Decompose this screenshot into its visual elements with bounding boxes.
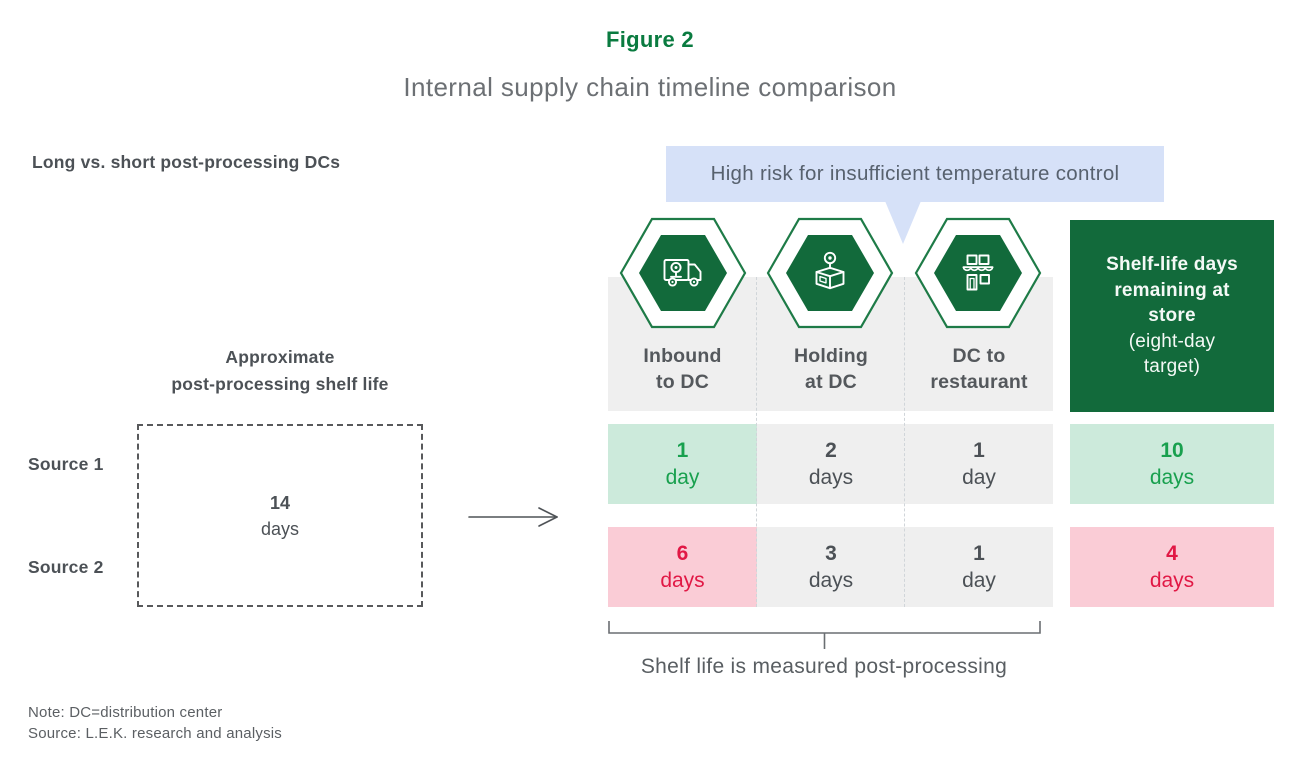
cell-source2-shelf: 4 days (1070, 527, 1274, 607)
shelf-life-dashed-box: 14 days (137, 424, 423, 607)
risk-callout-text: High risk for insufficient temperature c… (710, 162, 1120, 185)
cell-unit: days (808, 466, 854, 489)
approx-shelf-life-label: Approximate post-processing shelf life (117, 344, 443, 397)
bracket-caption: Shelf life is measured post-processing (640, 655, 1008, 678)
shelf-title-line: Shelf-life days (1106, 254, 1238, 276)
shelf-title-line: remaining at (1114, 279, 1230, 301)
shelf-life-header-box: Shelf-life days remaining at store (eigh… (1070, 220, 1274, 412)
right-arrow-icon (468, 507, 558, 527)
flow-arrow (466, 504, 566, 535)
source-line: Source: L.E.K. research and analysis (28, 724, 282, 742)
source-2-label: Source 2 (28, 556, 104, 577)
cell-unit: day (665, 466, 700, 489)
cell-source1-holding: 2 days (757, 424, 905, 504)
cell-source2-inbound: 6 days (608, 527, 757, 607)
cell-value: 4 (1166, 542, 1178, 565)
cell-value: 1 (973, 542, 985, 565)
cell-unit: day (962, 466, 996, 489)
cell-value: 1 (973, 439, 985, 462)
measurement-bracket (605, 617, 1045, 658)
cell-value: 10 (1160, 439, 1184, 462)
cell-unit: days (808, 569, 854, 592)
column-header-line: restaurant (930, 371, 1028, 393)
column-header-line: to DC (656, 371, 709, 393)
shelf-title-line: store (1148, 305, 1196, 327)
column-header-line: Inbound (643, 345, 722, 367)
cell-source1-shelf: 10 days (1070, 424, 1274, 504)
truck-with-pin-icon (619, 217, 747, 329)
package-with-pin-icon (766, 217, 894, 329)
cell-value: 1 (676, 439, 689, 462)
cell-value: 2 (825, 439, 837, 462)
shelf-title-line: target) (1143, 356, 1201, 378)
cell-unit: days (1149, 569, 1195, 592)
column-header-inbound: Inbound to DC (608, 343, 757, 395)
column-header-line: DC to (952, 345, 1006, 367)
approx-label-line: Approximate (225, 347, 335, 367)
section-heading: Long vs. short post-processing DCs (32, 152, 341, 172)
footnotes: Note: DC=distribution center Source: L.E… (28, 703, 282, 744)
column-divider (756, 277, 757, 607)
cell-value: 3 (825, 542, 837, 565)
note-line: Note: DC=distribution center (28, 704, 223, 721)
column-divider (904, 277, 905, 607)
callout-pointer-triangle (885, 201, 921, 244)
cell-unit: day (962, 569, 996, 592)
cell-value: 6 (676, 542, 689, 565)
hexagon-inbound (619, 216, 747, 335)
cell-source1-inbound: 1 day (608, 424, 757, 504)
column-header-line: Holding (794, 345, 868, 367)
cell-source2-holding: 3 days (757, 527, 905, 607)
source-1-label: Source 1 (28, 453, 104, 474)
shelf-title-line: (eight-day (1128, 330, 1216, 352)
column-header-holding: Holding at DC (757, 343, 905, 395)
shelf-life-header-text: Shelf-life days remaining at store (eigh… (1084, 252, 1260, 380)
dashed-box-unit: days (260, 518, 300, 539)
cell-unit: days (1149, 466, 1195, 489)
dashed-box-value: 14 (269, 492, 291, 513)
bracket-shape (608, 621, 1041, 649)
cell-unit: days (660, 569, 705, 592)
cell-source2-restaurant: 1 day (905, 527, 1053, 607)
column-header-restaurant: DC to restaurant (905, 343, 1053, 395)
figure-title: Internal supply chain timeline compariso… (403, 72, 897, 102)
figure-label: Figure 2 (606, 27, 694, 52)
hexagon-holding (766, 216, 894, 335)
column-header-line: at DC (805, 371, 857, 393)
hexagon-restaurant (914, 216, 1042, 335)
storefront-icon (914, 217, 1042, 329)
cell-source1-restaurant: 1 day (905, 424, 1053, 504)
approx-label-line: post-processing shelf life (171, 373, 389, 394)
risk-callout: High risk for insufficient temperature c… (666, 146, 1164, 202)
